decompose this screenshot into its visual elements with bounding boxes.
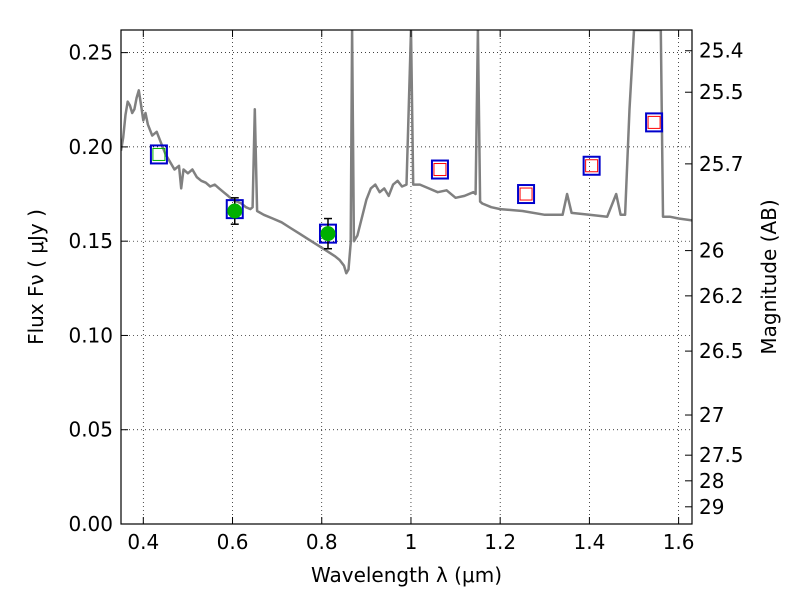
y2-tick-label: 25.5 <box>699 80 744 104</box>
y2-tick-label: 27.5 <box>699 443 744 467</box>
y2-tick-label: 28 <box>699 469 724 493</box>
plot-frame <box>120 29 693 525</box>
y-tick-label: 0.15 <box>68 229 113 253</box>
x-tick-label: 1 <box>405 530 418 554</box>
detection-point <box>227 203 243 219</box>
y2-tick-label: 26.5 <box>699 339 744 363</box>
x-tick-label: 0.6 <box>217 530 249 554</box>
y-axis-label: Flux Fν ( μJy ) <box>24 209 48 345</box>
y-tick-label: 0.10 <box>68 323 113 347</box>
photometry-marker-square <box>585 159 599 173</box>
axes-frame <box>120 29 693 525</box>
x-tick-label: 1.2 <box>484 530 516 554</box>
y2-tick-label: 26 <box>699 239 724 263</box>
photometry-marker-square <box>647 115 661 129</box>
plot-area <box>121 30 692 275</box>
photometry-marker-square <box>152 147 166 161</box>
photometry-marker-square <box>519 187 533 201</box>
x-tick-label: 0.8 <box>306 530 338 554</box>
ticks: 0.4 0.6 0.8 1 1.2 1.4 1.6 0.00 0.05 0.10 0.15 0.20 0… <box>68 30 744 554</box>
y2-tick-label: 25.4 <box>699 39 744 63</box>
model-photometry-square <box>517 184 536 205</box>
photometry-marker-square <box>433 163 447 177</box>
y2-tick-label: 26.2 <box>699 284 744 308</box>
y2-tick-label: 29 <box>699 495 724 519</box>
y2-tick-label: 25.7 <box>699 152 744 176</box>
x-axis-label: Wavelength λ (μm) <box>311 563 502 587</box>
y-tick-label: 0.00 <box>68 512 113 536</box>
x-tick-label: 1.4 <box>573 530 605 554</box>
y2-tick-label: 27 <box>699 403 724 427</box>
model-photometry-square <box>645 112 664 133</box>
sed-model-line <box>121 30 692 275</box>
y2-axis-label: Magnitude (AB) <box>757 199 781 354</box>
grid <box>121 30 692 525</box>
y-tick-label: 0.20 <box>68 135 113 159</box>
x-tick-label: 1.6 <box>663 530 695 554</box>
model-photometry-square <box>430 159 449 180</box>
detection-point <box>320 226 336 242</box>
y-tick-label: 0.05 <box>68 418 113 442</box>
model-photometry-square <box>582 155 601 176</box>
x-tick-label: 0.4 <box>127 530 159 554</box>
model-photometry-square <box>149 144 168 165</box>
y-tick-label: 0.25 <box>68 41 113 65</box>
